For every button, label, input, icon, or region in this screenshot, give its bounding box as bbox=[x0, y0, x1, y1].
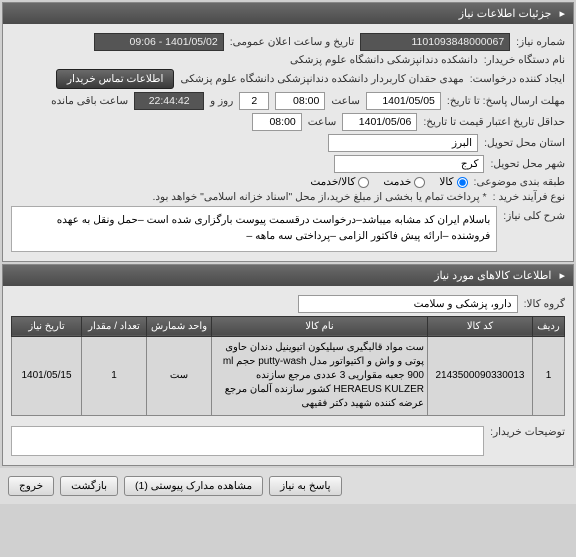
table-row[interactable]: 1 2143500090330013 ست مواد قالبگیری سیلی… bbox=[12, 336, 565, 415]
min-valid-label: حداقل تاریخ اعتبار قیمت تا تاریخ: bbox=[423, 116, 565, 128]
org-label: نام دستگاه خریدار: bbox=[484, 54, 565, 66]
radio-both-input[interactable] bbox=[358, 177, 369, 188]
items-title: اطلاعات کالاهای مورد نیاز bbox=[434, 269, 551, 282]
need-details-header: جزئیات اطلاعات نیاز bbox=[3, 3, 573, 24]
delivery-city-value: کرج bbox=[334, 155, 484, 173]
cell-code: 2143500090330013 bbox=[428, 336, 533, 415]
buyer-notes-value bbox=[11, 426, 484, 456]
table-header-row: ردیف کد کالا نام کالا واحد شمارش تعداد /… bbox=[12, 316, 565, 336]
announce-value: 1401/05/02 - 09:06 bbox=[94, 33, 224, 51]
remain-label: ساعت باقی مانده bbox=[51, 95, 128, 107]
category-radio-group: کالا خدمت کالا/خدمت bbox=[310, 176, 467, 188]
creator-label: ایجاد کننده درخواست: bbox=[470, 73, 565, 85]
col-qty: تعداد / مقدار bbox=[82, 316, 147, 336]
radio-both[interactable]: کالا/خدمت bbox=[310, 176, 369, 188]
need-no-label: شماره نیاز: bbox=[516, 36, 565, 48]
day-label: روز و bbox=[210, 95, 233, 107]
cell-qty: 1 bbox=[82, 336, 147, 415]
items-panel: اطلاعات کالاهای مورد نیاز گروه کالا: دار… bbox=[2, 264, 574, 466]
contact-buyer-button[interactable]: اطلاعات تماس خریدار bbox=[56, 69, 174, 89]
col-date: تاریخ نیاز bbox=[12, 316, 82, 336]
reply-time-value: 08:00 bbox=[275, 92, 325, 110]
radio-goods-input[interactable] bbox=[457, 177, 468, 188]
days-value: 2 bbox=[239, 92, 269, 110]
items-table: ردیف کد کالا نام کالا واحد شمارش تعداد /… bbox=[11, 316, 565, 416]
cell-name: ست مواد قالبگیری سیلیکون اتیوینیل دندان … bbox=[212, 336, 428, 415]
col-name: نام کالا bbox=[212, 316, 428, 336]
delivery-state-value: البرز bbox=[328, 134, 478, 152]
items-header: اطلاعات کالاهای مورد نیاز bbox=[3, 265, 573, 286]
col-row: ردیف bbox=[533, 316, 565, 336]
exit-button[interactable]: خروج bbox=[8, 476, 54, 496]
radio-goods-label: کالا bbox=[439, 176, 453, 188]
countdown-value: 22:44:42 bbox=[134, 92, 204, 110]
buy-type-label: نوع فرآیند خرید : bbox=[493, 191, 565, 203]
radio-service-label: خدمت bbox=[383, 176, 411, 188]
group-value: دارو، پزشکی و سلامت bbox=[298, 295, 518, 313]
delivery-city-label: شهر محل تحویل: bbox=[490, 158, 565, 170]
footer-buttons: پاسخ به نیاز مشاهده مدارک پیوستی (1) باز… bbox=[0, 468, 576, 504]
category-label: طبقه بندی موضوعی: bbox=[474, 176, 565, 188]
desc-label: شرح کلی نیاز: bbox=[503, 206, 565, 222]
min-valid-time-value: 08:00 bbox=[252, 113, 302, 131]
creator-value: مهدی حقدان کاربردار دانشکده دندانپزشکی د… bbox=[180, 73, 463, 85]
desc-value: باسلام ایران کد مشابه میباشد–درخواست درق… bbox=[11, 206, 497, 252]
chevron-icon bbox=[555, 7, 565, 20]
reply-date-value: 1401/05/05 bbox=[366, 92, 441, 110]
reply-button[interactable]: پاسخ به نیاز bbox=[269, 476, 341, 496]
announce-label: تاریخ و ساعت اعلان عمومی: bbox=[230, 36, 354, 48]
reply-time-label: ساعت bbox=[331, 95, 360, 107]
buy-type-note: * پرداخت تمام یا بخشی از مبلغ خرید،از مح… bbox=[11, 191, 487, 203]
cell-unit: ست bbox=[147, 336, 212, 415]
col-unit: واحد شمارش bbox=[147, 316, 212, 336]
radio-service[interactable]: خدمت bbox=[383, 176, 425, 188]
group-label: گروه کالا: bbox=[524, 298, 565, 310]
reply-deadline-label: مهلت ارسال پاسخ: تا تاریخ: bbox=[447, 95, 565, 107]
need-details-panel: جزئیات اطلاعات نیاز شماره نیاز: 11010938… bbox=[2, 2, 574, 262]
back-button[interactable]: بازگشت bbox=[60, 476, 118, 496]
delivery-state-label: استان محل تحویل: bbox=[484, 137, 565, 149]
need-no-value: 1101093848000067 bbox=[360, 33, 510, 51]
min-valid-time-label: ساعت bbox=[308, 116, 337, 128]
cell-row: 1 bbox=[533, 336, 565, 415]
cell-date: 1401/05/15 bbox=[12, 336, 82, 415]
col-code: کد کالا bbox=[428, 316, 533, 336]
min-valid-date-value: 1401/05/06 bbox=[342, 113, 417, 131]
radio-service-input[interactable] bbox=[414, 177, 425, 188]
radio-goods[interactable]: کالا bbox=[439, 176, 467, 188]
chevron-icon bbox=[555, 269, 565, 282]
panel-title: جزئیات اطلاعات نیاز bbox=[459, 7, 552, 20]
attachments-button[interactable]: مشاهده مدارک پیوستی (1) bbox=[124, 476, 263, 496]
org-value: دانشکده دندانپزشکی دانشگاه علوم پزشکی bbox=[290, 54, 478, 66]
buyer-notes-label: توضیحات خریدار: bbox=[490, 426, 565, 438]
radio-both-label: کالا/خدمت bbox=[310, 176, 355, 188]
